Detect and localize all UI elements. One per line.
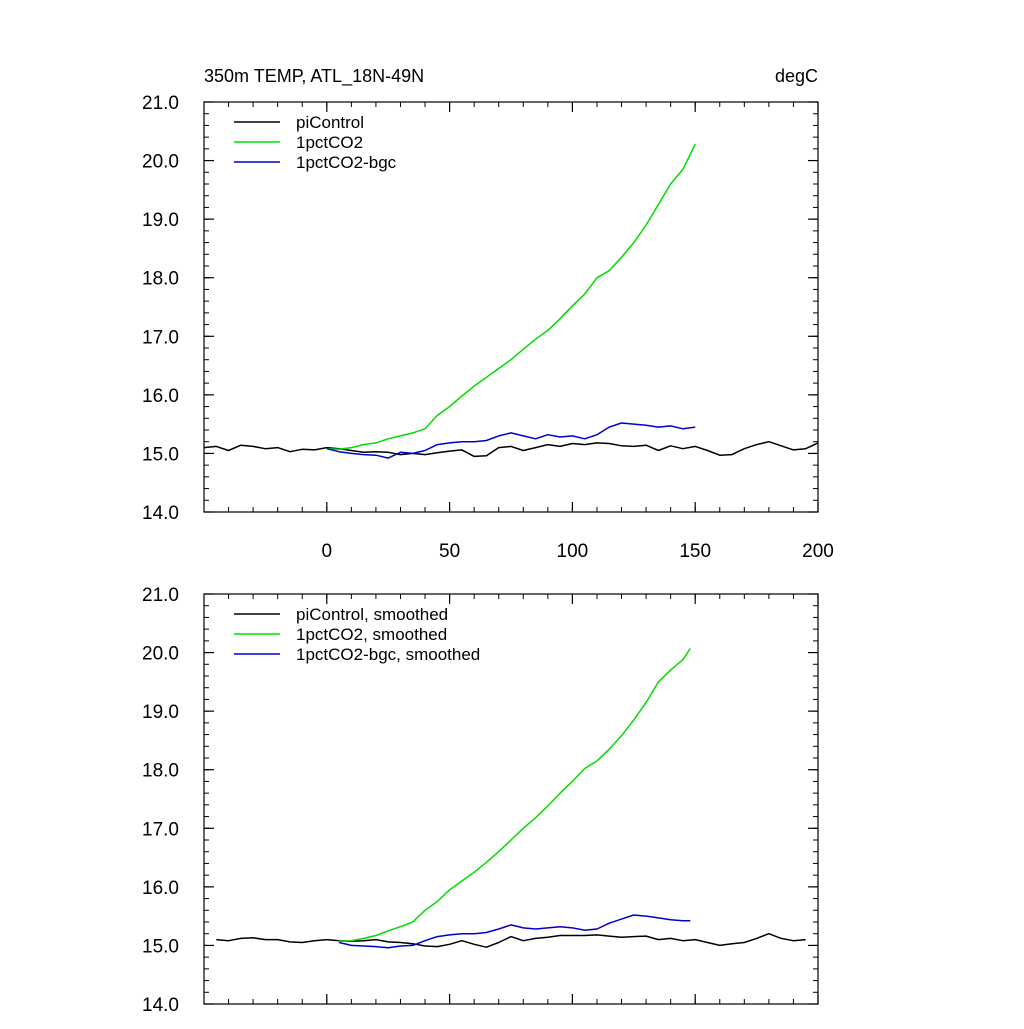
legend-label: 1pctCO2, smoothed (296, 625, 447, 644)
series-line-2 (339, 648, 691, 943)
y-tick-label: 21.0 (142, 585, 179, 606)
x-tick-label: 0 (322, 541, 333, 562)
plot-frame (203, 101, 819, 513)
panel-top: 14.0 15.0 16.0 17.0 18.0 19.0 20.0 21.0 0 50 100 15… (142, 93, 834, 562)
y-tick-label: 17.0 (142, 819, 179, 840)
legend-label: 1pctCO2-bgc (296, 153, 397, 172)
y-tick-label: 21.0 (142, 93, 179, 114)
legend-label: piControl, smoothed (296, 605, 448, 624)
y-tick-label: 17.0 (142, 327, 179, 348)
chart-title-left: 350m TEMP, ATL_18N-49N (204, 66, 424, 87)
panel-bottom: 14.0 15.0 16.0 17.0 18.0 19.0 20.0 21.0 piContro… (142, 585, 819, 1016)
y-tick-label: 19.0 (142, 210, 179, 231)
legend-label: piControl (296, 113, 364, 132)
x-tick-label: 50 (439, 541, 460, 562)
y-tick-label: 15.0 (142, 936, 179, 957)
x-tick-label: 100 (557, 541, 589, 562)
series-line-1 (216, 932, 806, 948)
x-tick-label: 200 (802, 541, 834, 562)
legend-label: 1pctCO2-bgc, smoothed (296, 645, 480, 664)
y-tick-label: 20.0 (142, 152, 179, 173)
y-tick-label: 19.0 (142, 702, 179, 723)
chart-title-right: degC (775, 66, 818, 86)
y-tick-label: 20.0 (142, 644, 179, 665)
y-tick-label: 18.0 (142, 761, 179, 782)
y-tick-label: 18.0 (142, 269, 179, 290)
y-tick-label: 16.0 (142, 386, 179, 407)
series-line-3 (326, 422, 696, 459)
series-line-3 (338, 914, 691, 949)
y-tick-label: 14.0 (142, 995, 179, 1016)
x-tick-label: 150 (679, 541, 711, 562)
series-line-2 (326, 143, 696, 451)
y-tick-label: 14.0 (142, 503, 179, 524)
y-tick-label: 16.0 (142, 878, 179, 899)
legend-label: 1pctCO2 (296, 133, 363, 152)
plot-frame (203, 593, 819, 1005)
y-tick-label: 15.0 (142, 444, 179, 465)
series-line-1 (203, 440, 819, 458)
